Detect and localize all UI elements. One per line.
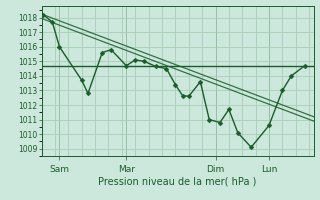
X-axis label: Pression niveau de la mer( hPa ): Pression niveau de la mer( hPa )	[99, 177, 257, 187]
